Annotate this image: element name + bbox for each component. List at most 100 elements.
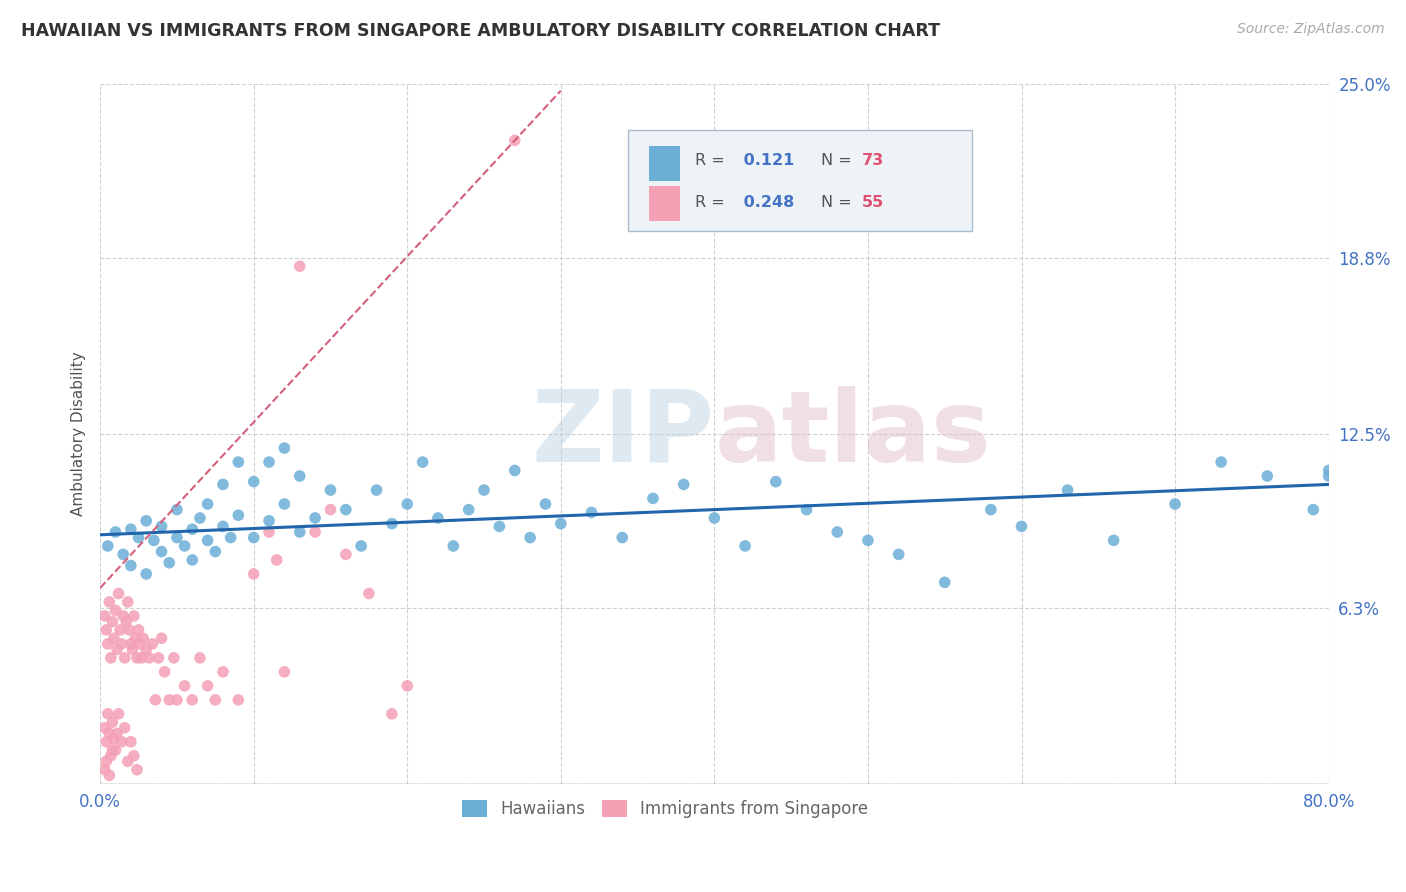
Point [519,531,541,545]
Point [93,763,115,777]
Text: R =: R = [695,153,730,168]
Point [472,483,495,497]
Point [97,706,120,721]
Point [228,508,250,523]
Point [93,721,115,735]
Point [173,679,195,693]
Point [856,533,879,548]
Legend: Hawaiians, Immigrants from Singapore: Hawaiians, Immigrants from Singapore [456,793,875,824]
Point [503,463,526,477]
Point [612,531,634,545]
Point [96,735,118,749]
Point [142,533,165,548]
Point [488,519,510,533]
Point [641,491,664,506]
Point [734,539,756,553]
Point [98,726,121,740]
Point [273,497,295,511]
Point [335,502,357,516]
Point [1302,502,1324,516]
Point [219,531,242,545]
Point [503,133,526,147]
Point [188,511,211,525]
Point [228,455,250,469]
Point [173,539,195,553]
Point [335,547,357,561]
Point [128,623,150,637]
Text: N =: N = [821,153,858,168]
Point [188,651,211,665]
Point [129,637,152,651]
Point [105,726,128,740]
Text: 0.248: 0.248 [738,195,794,210]
Point [114,721,136,735]
Point [288,259,311,273]
Point [166,693,188,707]
Point [111,637,134,651]
Point [181,553,204,567]
Point [273,665,295,679]
Point [141,637,163,651]
Y-axis label: Ambulatory Disability: Ambulatory Disability [72,351,86,516]
Point [112,547,135,561]
Point [121,642,143,657]
Point [581,505,603,519]
Point [1317,469,1340,483]
Text: Source: ZipAtlas.com: Source: ZipAtlas.com [1237,22,1385,37]
Text: 0.121: 0.121 [738,153,794,168]
Point [441,539,464,553]
Point [120,637,142,651]
Point [427,511,450,525]
Point [101,743,124,757]
Point [934,575,956,590]
Point [101,715,124,730]
Point [197,679,219,693]
Point [124,632,146,646]
Point [135,642,157,657]
Text: N =: N = [821,195,858,210]
Point [257,514,280,528]
Point [887,547,910,561]
Point [148,651,170,665]
Point [103,731,125,746]
Point [103,632,125,646]
Point [118,623,141,637]
Point [101,615,124,629]
Point [319,483,342,497]
Point [212,477,235,491]
Point [98,595,121,609]
Text: atlas: atlas [714,385,991,483]
Point [1164,497,1187,511]
Point [107,586,129,600]
Point [181,522,204,536]
Point [163,651,186,665]
Point [111,735,134,749]
Point [125,651,148,665]
Point [412,455,434,469]
Point [1011,519,1033,533]
Point [1211,455,1233,469]
Point [304,511,326,525]
Point [128,531,150,545]
Point [204,693,226,707]
Point [114,651,136,665]
Point [357,586,380,600]
Point [125,763,148,777]
Point [117,755,139,769]
Text: 73: 73 [862,153,884,168]
Point [825,524,848,539]
Point [112,608,135,623]
Point [288,524,311,539]
Point [150,544,173,558]
Point [228,693,250,707]
Point [96,755,118,769]
Point [288,469,311,483]
Point [204,544,226,558]
Point [166,531,188,545]
Point [166,502,188,516]
Point [104,743,127,757]
Point [107,706,129,721]
Point [1256,469,1278,483]
Point [104,524,127,539]
Point [100,651,122,665]
